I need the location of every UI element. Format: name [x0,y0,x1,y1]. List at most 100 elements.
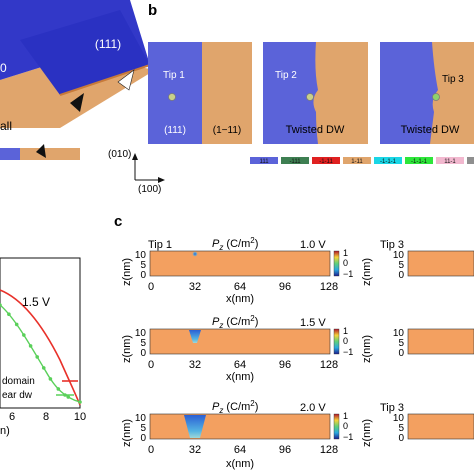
green-marker [0,303,2,307]
slab-1-blue [148,42,202,144]
green-marker [56,387,61,391]
slab-3-blue [380,42,438,144]
row-2-xlabel: x(nm) [226,371,254,383]
row-1-ytick-5: 5 [140,260,146,271]
row-1-tip: Tip 1 [148,239,172,251]
row-3-ytick-5: 5 [140,423,146,434]
panel-b-axes: (010) (100) [108,149,165,195]
row-1-cbar-0: 0 [343,258,348,268]
row-1-ytick-10: 10 [135,250,147,261]
panel-c-letter: c [114,213,122,230]
panel-c: c Tip 1 Pz (C/m2) 1.0 V z(nm) 10 5 0 1 0… [114,213,474,470]
green-marker [78,400,82,404]
row-3-right-tip: Tip 3 [380,402,404,414]
row-2-ytick-0: 0 [140,348,146,359]
row-3-xtick-96: 96 [279,444,291,456]
slab-2-blue [263,42,318,144]
row-1-right-ytick-5: 5 [398,260,404,271]
row-2-right-ytick-5: 5 [398,338,404,349]
row-3-xlabel: x(nm) [226,458,254,470]
row-2-right-ytick-10: 10 [393,328,405,339]
curve-green [0,304,81,403]
row-2-colorbar [333,328,340,355]
legend-label: -111 [289,159,301,165]
legend-swatch [436,157,464,164]
row-3-ytick-10: 10 [135,413,147,424]
row-2-title: Pz (C/m2) [212,314,258,330]
row-2-map [149,328,331,355]
row-1-colorbar [333,250,340,277]
plot-xtick-6: 6 [9,411,15,423]
panel-a-cut-text: all [0,119,12,133]
axis-x-arrowhead [158,177,165,183]
slab-1-bottom-left: (111) [164,125,186,136]
row-2-xtick-32: 32 [189,359,201,371]
row-3-xtick-32: 32 [189,444,201,456]
row-1-ytick-0: 0 [140,270,146,281]
row-2-xtick-128: 128 [320,359,338,371]
green-marker [48,377,53,381]
row-1-xlabel: x(nm) [226,293,254,305]
row-1-cbar-1: 1 [343,248,348,258]
row-2-voltage: 1.5 V [300,317,326,329]
slab-tip-3: Tip 3 Twisted DW [380,42,474,144]
row-3-xtick-0: 0 [148,444,154,456]
row-3-xtick-128: 128 [320,444,338,456]
panel-a-tip-black [70,93,84,112]
row-3-xtick-64: 64 [234,444,246,456]
panel-a-cut-left: 0 [0,61,7,75]
slab-3-tip-marker [432,93,440,101]
row-2-cbar-1: 1 [343,326,348,336]
row-2-ytick-5: 5 [140,338,146,349]
legend-swatch [281,157,309,164]
row-1-xtick-32: 32 [189,281,201,293]
plot-legend-green-marker [63,393,67,397]
row-1-hotspot [192,251,198,257]
row-2-right-ytick-0: 0 [398,348,404,359]
panel-a-tip-white [117,69,135,91]
slab-1-tip-label: Tip 1 [163,70,185,81]
row-1-right-ylabel: z(nm) [361,258,373,286]
plot-xtick-10: 10 [74,411,86,423]
plot-legend-dw: ear dw [2,390,33,401]
green-marker [66,395,71,399]
green-marker [28,344,33,348]
row-2-right-map [407,328,474,355]
row-3-cbar-0: 0 [343,421,348,431]
row-2-xtick-64: 64 [234,359,246,371]
slab-3-caption: Twisted DW [401,124,460,136]
heatmap-row-3: Pz (C/m2) 2.0 V z(nm) 10 5 0 1 0 −1 0 32… [121,399,474,470]
green-marker [35,355,40,359]
row-2-right-ylabel: z(nm) [361,335,373,363]
row-3-right-map [407,413,474,440]
row-3-voltage: 2.0 V [300,402,326,414]
row-1-cbar-neg1: −1 [343,269,353,279]
row-1-title: Pz (C/m2) [212,236,258,252]
slab-3-tip-label: Tip 3 [442,74,464,85]
row-1-xtick-96: 96 [279,281,291,293]
panel-b: b Tip 1 (111) (1−11) Tip 2 Twisted DW Ti… [108,2,474,195]
row-1-right-map [407,250,474,277]
axis-y-label: (010) [108,149,131,160]
panel-a-strip-tip [36,144,46,158]
curve-green-markers [0,303,82,404]
panel-a-edge [59,64,151,96]
row-3-right-ylabel: z(nm) [361,419,373,447]
green-marker [14,322,19,327]
plot-frame [0,257,81,409]
row-2-xtick-96: 96 [279,359,291,371]
slab-2-caption: Twisted DW [286,124,345,136]
row-2-ytick-10: 10 [135,328,147,339]
legend-label: -1-1-1 [380,159,397,165]
legend-swatch [250,157,278,164]
row-1-right-tip: Tip 3 [380,239,404,251]
green-marker [22,333,26,337]
row-3-right-ytick-0: 0 [398,433,404,444]
row-1-xtick-64: 64 [234,281,246,293]
panel-b-legend: 111-111-1-111-11-1-1-1-1-1-111-11-1-1 [250,157,474,165]
plot-voltage: 1.5 V [22,295,50,309]
row-2-ylabel: z(nm) [121,335,133,363]
row-2-xtick-0: 0 [148,359,154,371]
slab-1-orange [202,42,252,144]
